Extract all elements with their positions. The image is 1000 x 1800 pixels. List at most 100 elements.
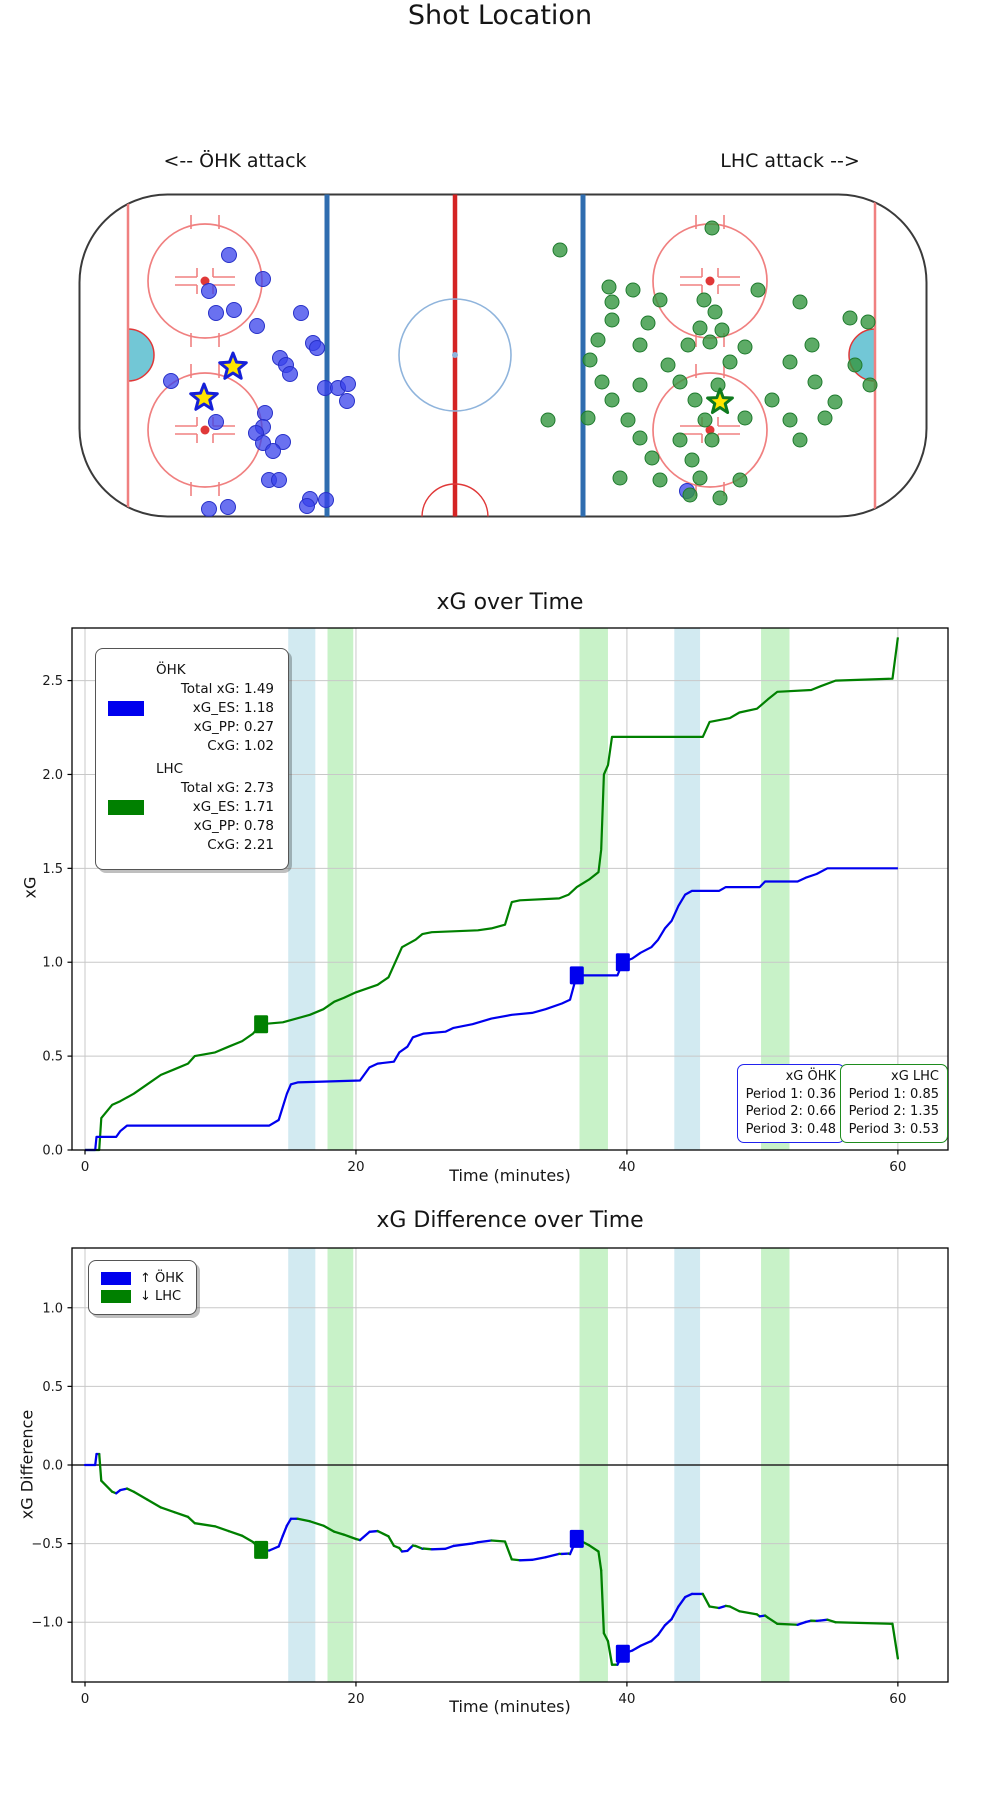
diff-line-segment: [891, 1622, 900, 1660]
diff-line-segment: [268, 1545, 280, 1552]
lhc-diff-label: ↓ LHC: [140, 1289, 182, 1304]
diff-line-segment: [277, 1534, 284, 1548]
ohk-xg-pp: xG_PP: 0.27: [193, 719, 274, 735]
diff-line-segment: [342, 1533, 358, 1541]
y-tick-label: 1.0: [42, 1301, 63, 1316]
xg-line-ÖHK: [85, 867, 898, 1152]
x-tick-label: 20: [347, 1159, 364, 1175]
home-shot-dot: [271, 472, 287, 488]
y-tick-label: −0.5: [31, 1537, 63, 1552]
x-tick-label: 60: [889, 1691, 906, 1707]
away-shot-dot: [620, 412, 636, 428]
diff-line-segment: [296, 1517, 312, 1523]
period-3-lhc: Period 3: 0.53: [848, 1121, 939, 1137]
rink-shot-map: [78, 193, 928, 518]
ohk-diff-label: ↑ ÖHK: [140, 1271, 184, 1286]
x-tick-label: 0: [81, 1691, 90, 1707]
diff-legend: ↑ ÖHK ↓ LHC: [88, 1260, 197, 1315]
diff-line-segment: [530, 1556, 547, 1561]
diff-line-segment: [125, 1487, 135, 1493]
shot-map-title: Shot Location: [407, 0, 593, 31]
lhc-diff-swatch: [101, 1290, 131, 1303]
diff-line-segment: [834, 1621, 894, 1625]
home-shot-dot: [257, 405, 273, 421]
diff-line-segment: [717, 1604, 727, 1610]
x-tick-label: 0: [81, 1159, 90, 1175]
diff-line-segment: [368, 1529, 379, 1533]
center-faceoff-dot: [452, 352, 458, 358]
x-tick-label: 20: [347, 1691, 364, 1707]
home-shot-dot: [282, 366, 298, 382]
diff-line-segment: [376, 1529, 390, 1538]
diff-line-segment: [776, 1622, 799, 1626]
away-shot-dot: [804, 337, 820, 353]
away-shot-dot: [687, 392, 703, 408]
away-shot-dot: [604, 294, 620, 310]
lhc-xg-es: xG_ES: 1.71: [192, 799, 274, 815]
xg-chart-xlabel: Time (minutes): [449, 1166, 571, 1185]
away-shot-dot: [652, 472, 668, 488]
away-shot-dot: [782, 412, 798, 428]
diff-line-segment: [98, 1452, 103, 1482]
away-shot-dot: [792, 294, 808, 310]
home-shot-dot: [255, 271, 271, 287]
diff-line-segment: [358, 1530, 371, 1542]
home-shot-dot: [265, 443, 281, 459]
away-shot-dot: [697, 412, 713, 428]
away-goal-star: [706, 387, 734, 414]
away-shot-dot: [682, 487, 698, 503]
away-shot-dot: [652, 292, 668, 308]
away-shot-dot: [552, 242, 568, 258]
diff-line-segment: [670, 1605, 680, 1621]
away-shot-dot: [702, 334, 718, 350]
home-shot-dot: [208, 414, 224, 430]
away-shot-dot: [860, 314, 876, 330]
powerplay-band: [579, 628, 608, 1150]
away-shot-dot: [714, 322, 730, 338]
away-shot-dot: [601, 279, 617, 295]
diff-line-segment: [94, 1452, 98, 1467]
faceoff-dot: [705, 425, 715, 435]
powerplay-band: [761, 628, 790, 1150]
y-tick-label: 0.5: [42, 1380, 63, 1395]
away-shot-dot: [704, 220, 720, 236]
diff-line-segment: [193, 1522, 217, 1528]
home-shot-dot: [221, 247, 237, 263]
period-1-lhc: Period 1: 0.85: [848, 1086, 939, 1102]
x-tick-label: 60: [889, 1159, 906, 1175]
away-shot-dot: [692, 320, 708, 336]
away-shot-dot: [817, 410, 833, 426]
diff-line-segment: [639, 1639, 653, 1647]
away-shot-dot: [672, 432, 688, 448]
home-shot-dot: [249, 318, 265, 334]
left-goal-crease: [127, 328, 155, 382]
lhc-color-swatch: [108, 800, 144, 815]
diff-chart-canvas: 0 20 40 60 −1.0 −0.5 0.0 0.5 1.0: [31, 1247, 949, 1707]
xg-legend-entry-lhc: LHC Total xG: 2.73 xG_ES: 1.71 xG_PP: 0.…: [108, 760, 274, 855]
away-shot-dot: [582, 352, 598, 368]
diff-line-segment: [503, 1540, 513, 1561]
diff-line-segment: [414, 1544, 424, 1550]
y-tick-label: −1.0: [31, 1616, 63, 1631]
center-circle: [398, 298, 512, 412]
period-3-ohk: Period 3: 0.48: [745, 1121, 836, 1137]
diff-line-segment: [476, 1539, 493, 1544]
diff-line-segment: [796, 1620, 807, 1626]
diff-line-segment: [119, 1487, 129, 1492]
diff-legend-entry-lhc: ↓ LHC: [101, 1289, 184, 1304]
diff-line-segment: [490, 1539, 507, 1543]
home-shot-dot: [275, 434, 291, 450]
lhc-total-xg: Total xG: 2.73: [180, 780, 274, 796]
home-shot-dot: [339, 393, 355, 409]
period-box-lhc: xG LHC Period 1: 0.85 Period 2: 1.35 Per…: [839, 1064, 948, 1143]
diff-line-segment: [213, 1525, 230, 1533]
diff-line-segment: [826, 1618, 837, 1624]
rink-markings: [126, 194, 878, 517]
away-shot-dot: [632, 337, 648, 353]
home-shot-dot: [293, 305, 309, 321]
faceoff-dot: [705, 276, 715, 286]
diff-line-segment: [684, 1592, 694, 1599]
period-box-ohk: xG ÖHK Period 1: 0.36 Period 2: 0.66 Per…: [736, 1064, 845, 1143]
home-shot-dot: [201, 501, 217, 517]
away-shot-dot: [732, 472, 748, 488]
